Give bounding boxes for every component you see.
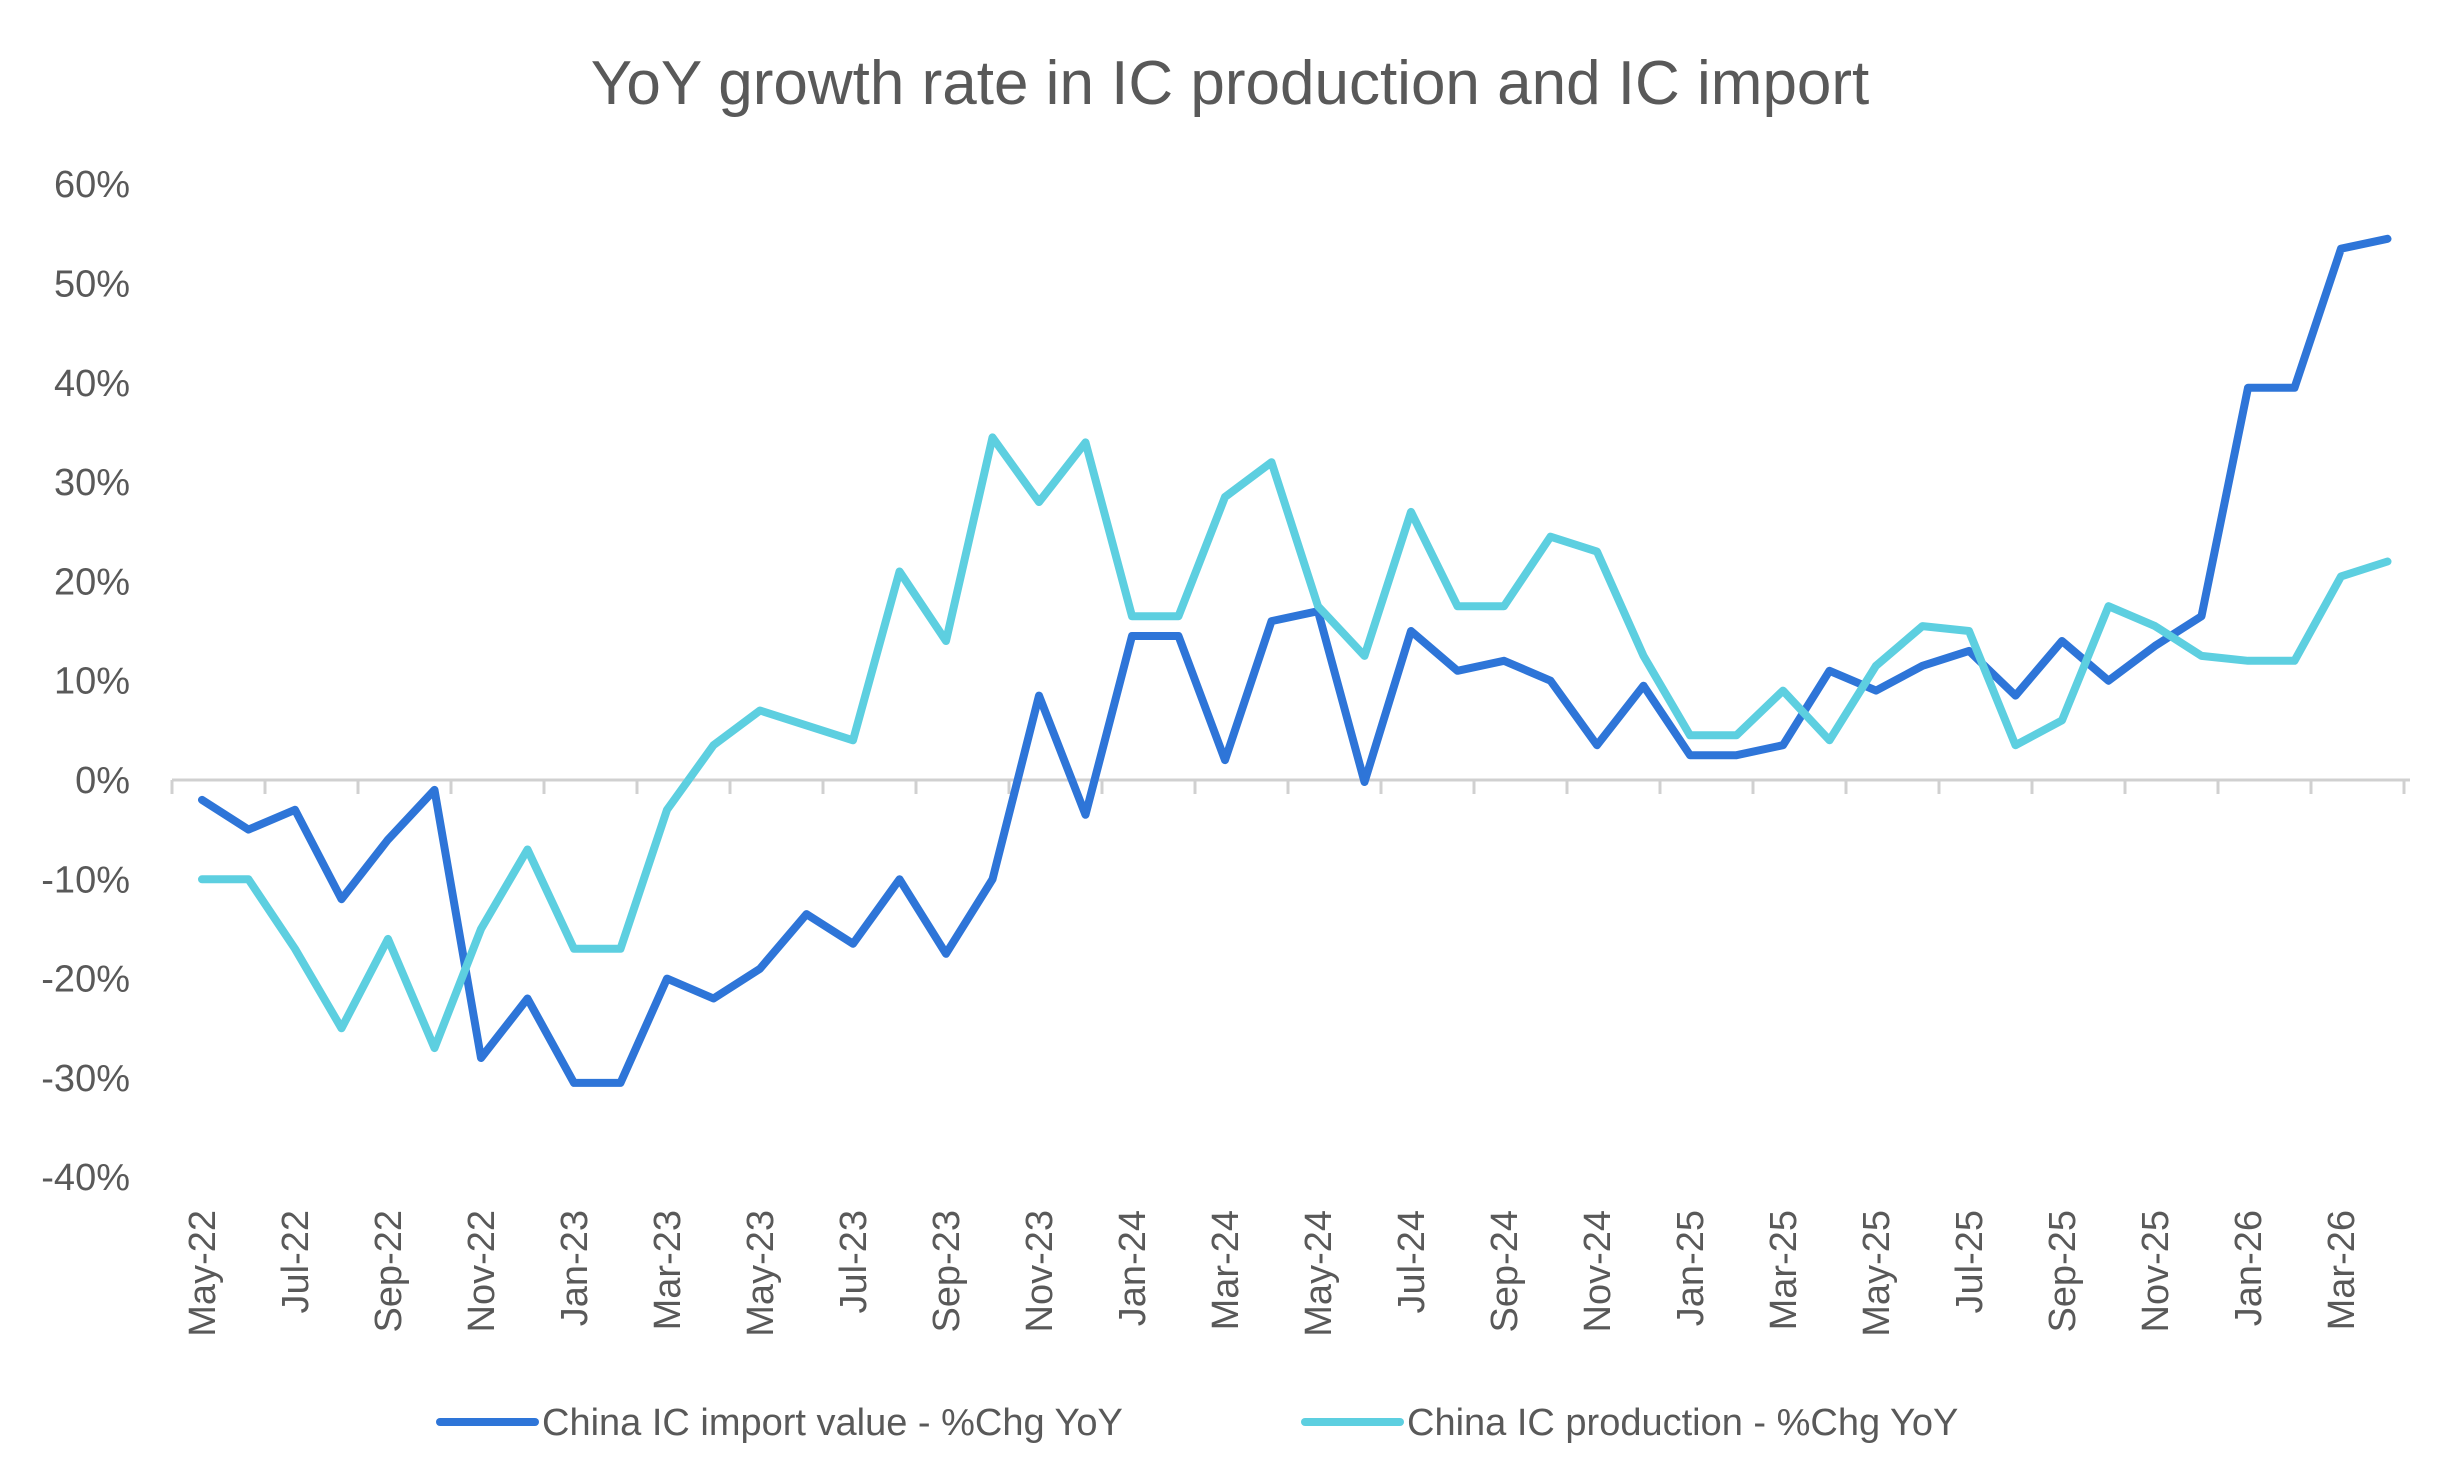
x-tick-label: Mar-23 xyxy=(647,1210,689,1330)
y-tick-label: 30% xyxy=(54,462,130,504)
y-tick-label: -10% xyxy=(41,859,130,901)
x-tick-label: Mar-24 xyxy=(1205,1210,1247,1330)
x-tick-label: Nov-24 xyxy=(1577,1210,1619,1333)
legend-label-1: China IC import value - %Chg YoY xyxy=(542,1402,1123,1444)
y-tick-label: 20% xyxy=(54,561,130,603)
x-tick-label: Jul-22 xyxy=(275,1210,317,1314)
series-layer xyxy=(198,234,2392,1087)
x-tick-label: Sep-25 xyxy=(2042,1210,2084,1333)
x-tick-label: Jul-25 xyxy=(1949,1210,1991,1314)
y-tick-label: 50% xyxy=(54,264,130,306)
chart-title: YoY growth rate in IC production and IC … xyxy=(591,49,1870,118)
legend-label-2: China IC production - %Chg YoY xyxy=(1407,1402,1958,1444)
x-tick-label: Sep-22 xyxy=(368,1210,410,1333)
x-tick-label: May-22 xyxy=(182,1210,224,1337)
y-tick-label: 0% xyxy=(75,760,130,802)
x-tick-label: May-23 xyxy=(740,1210,782,1337)
y-axis: 60% 50% 40% 30% 20% 10% 0% -10% -20% -30% -40% xyxy=(41,164,130,1199)
x-tick-label: Nov-22 xyxy=(461,1210,503,1333)
x-axis: May-22 Jul-22 Sep-22 Nov-22 Jan-23 Mar-23 May-… xyxy=(170,778,2410,1337)
y-tick-label: -40% xyxy=(41,1157,130,1199)
x-tick-label: Mar-25 xyxy=(1763,1210,1805,1330)
x-tick-label: May-25 xyxy=(1856,1210,1898,1337)
y-tick-label: -30% xyxy=(41,1058,130,1100)
x-tick-label: Jan-26 xyxy=(2228,1210,2270,1326)
x-tick-label: Nov-25 xyxy=(2135,1210,2177,1333)
x-tick-label: Jan-25 xyxy=(1670,1210,1712,1326)
y-tick-label: 10% xyxy=(54,661,130,703)
x-tick-label: Jan-24 xyxy=(1112,1210,1154,1326)
x-tick-label: Sep-23 xyxy=(926,1210,968,1333)
x-tick-label: May-24 xyxy=(1298,1210,1340,1337)
legend: China IC import value - %Chg YoY China IC… xyxy=(436,1402,1958,1444)
y-tick-label: 40% xyxy=(54,363,130,405)
x-tick-label: Jan-23 xyxy=(554,1210,596,1326)
series-line-1 xyxy=(198,234,2392,1087)
x-tick-label: Nov-23 xyxy=(1019,1210,1061,1333)
x-tick-label: Mar-26 xyxy=(2321,1210,2363,1330)
x-tick-label: Sep-24 xyxy=(1484,1210,1526,1333)
x-tick-label: Jul-23 xyxy=(833,1210,875,1314)
series-line-2 xyxy=(198,433,2392,1053)
y-tick-label: -20% xyxy=(41,959,130,1001)
y-tick-label: 60% xyxy=(54,164,130,206)
x-tick-label: Jul-24 xyxy=(1391,1210,1433,1314)
